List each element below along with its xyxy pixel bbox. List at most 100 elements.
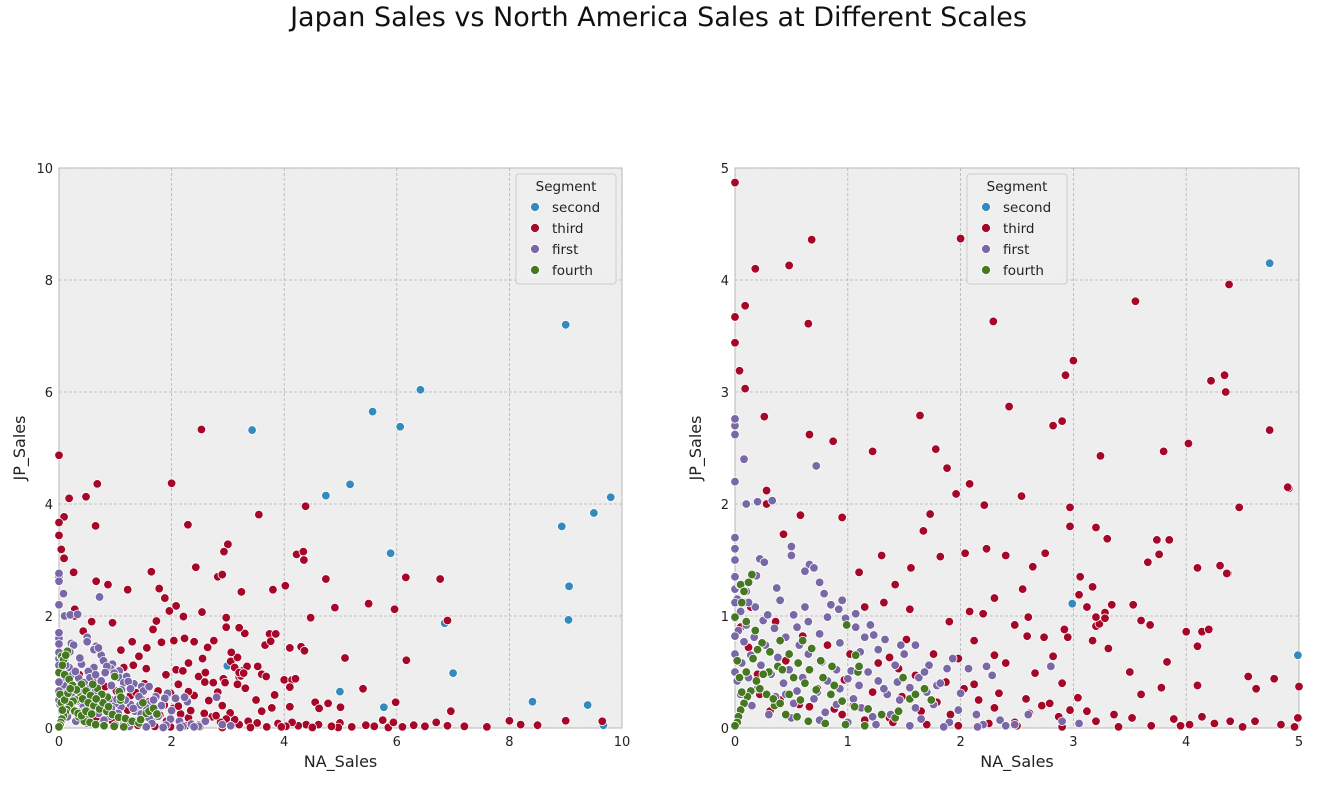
point-third <box>1175 721 1186 731</box>
point-third <box>1237 722 1248 732</box>
point-third <box>988 316 999 327</box>
y-tick-label: 4 <box>721 274 729 289</box>
point-first <box>822 612 833 622</box>
point-third <box>1091 522 1101 533</box>
point-third <box>200 677 210 687</box>
point-third <box>1060 370 1071 380</box>
legend: Segment second third first fourth <box>966 173 1068 285</box>
point-third <box>300 501 311 511</box>
point-third <box>964 606 975 617</box>
point-third <box>884 652 895 663</box>
point-fourth <box>797 635 808 646</box>
point-third <box>1251 684 1261 694</box>
point-third <box>1264 425 1275 435</box>
point-third <box>261 671 271 682</box>
point-third <box>252 718 262 728</box>
point-fourth <box>793 658 803 668</box>
point-third <box>955 233 966 244</box>
point-third <box>981 544 992 554</box>
point-first <box>820 707 830 718</box>
point-first <box>834 604 844 614</box>
point-third <box>56 544 66 555</box>
point-third <box>1220 387 1231 397</box>
point-first <box>850 609 861 619</box>
point-third <box>890 579 900 590</box>
point-third <box>1183 438 1194 449</box>
point-fourth <box>730 612 740 622</box>
point-second <box>415 385 426 395</box>
legend-label-fourth: fourth <box>552 263 593 279</box>
point-third <box>561 716 571 726</box>
point-first <box>756 660 766 670</box>
point-second <box>321 490 331 501</box>
point-third <box>236 587 247 597</box>
point-first <box>141 722 151 732</box>
point-first <box>987 670 997 681</box>
point-third <box>973 695 984 705</box>
point-second <box>564 581 574 592</box>
point-first <box>869 630 879 640</box>
point-first <box>963 663 974 674</box>
point-fourth <box>737 597 747 608</box>
point-third <box>1030 668 1040 678</box>
point-second <box>395 422 405 432</box>
point-third <box>1087 635 1098 646</box>
point-third <box>92 479 102 489</box>
point-third <box>1192 563 1203 573</box>
point-third <box>127 637 137 647</box>
point-third <box>1100 613 1110 623</box>
point-third <box>323 698 333 709</box>
point-third <box>442 721 453 731</box>
point-third <box>299 646 310 656</box>
y-tick-label: 1 <box>721 610 729 625</box>
point-second <box>589 508 599 518</box>
point-third <box>1169 714 1179 724</box>
point-first <box>1074 718 1084 729</box>
point-third <box>217 569 227 580</box>
point-first <box>778 678 789 688</box>
point-third <box>169 635 179 646</box>
point-third <box>837 709 847 720</box>
point-third <box>822 640 833 650</box>
point-fourth <box>840 719 851 730</box>
point-first <box>835 638 845 648</box>
point-third <box>1037 700 1047 711</box>
point-third <box>183 658 194 668</box>
point-first <box>166 705 177 716</box>
point-third <box>431 717 441 728</box>
point-third <box>935 551 945 562</box>
point-third <box>161 670 171 680</box>
point-third <box>1017 584 1028 594</box>
point-fourth <box>827 661 837 672</box>
point-fourth <box>61 650 71 660</box>
point-third <box>369 721 379 732</box>
point-first <box>750 602 761 612</box>
point-third <box>268 584 278 595</box>
point-third <box>1152 535 1162 545</box>
point-third <box>156 637 167 648</box>
legend-label-second: second <box>1003 200 1051 216</box>
point-first <box>867 712 878 722</box>
point-first <box>70 666 81 677</box>
legend-marker-third <box>530 223 540 233</box>
point-third <box>989 703 1000 713</box>
point-first <box>792 622 802 632</box>
point-third <box>989 593 1000 603</box>
point-first <box>848 694 859 704</box>
legend-box <box>515 173 617 285</box>
point-third <box>901 634 912 645</box>
point-first <box>82 637 92 647</box>
point-third <box>211 710 221 721</box>
point-third <box>1001 550 1011 561</box>
point-first <box>128 703 139 714</box>
point-third <box>1219 370 1230 380</box>
point-first <box>924 660 934 670</box>
point-fourth <box>919 684 930 694</box>
point-third <box>232 652 243 663</box>
point-first <box>896 640 906 650</box>
point-third <box>208 677 218 688</box>
point-third <box>290 674 301 684</box>
point-third <box>1103 643 1114 654</box>
point-fourth <box>743 577 754 588</box>
point-first <box>175 722 185 733</box>
